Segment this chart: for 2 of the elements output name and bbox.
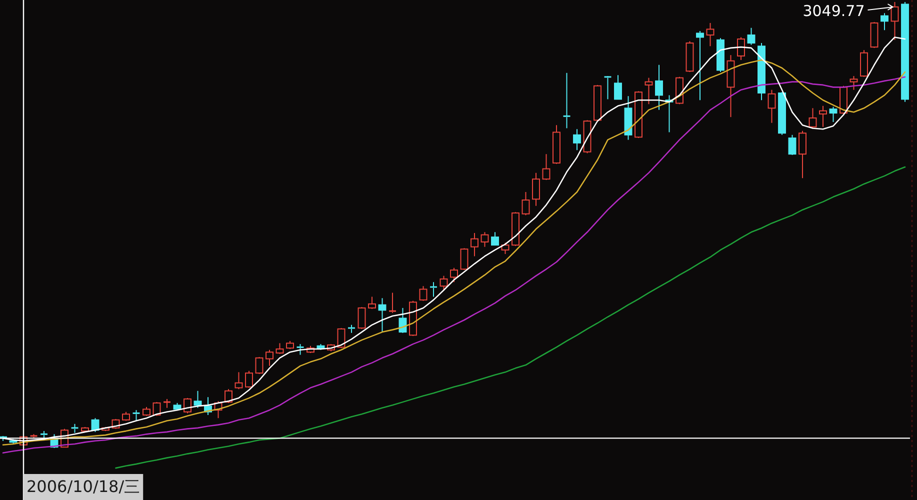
crosshair-label: 2006/10/18/三 (24, 474, 144, 500)
annotation: 3049.77 (802, 2, 865, 20)
